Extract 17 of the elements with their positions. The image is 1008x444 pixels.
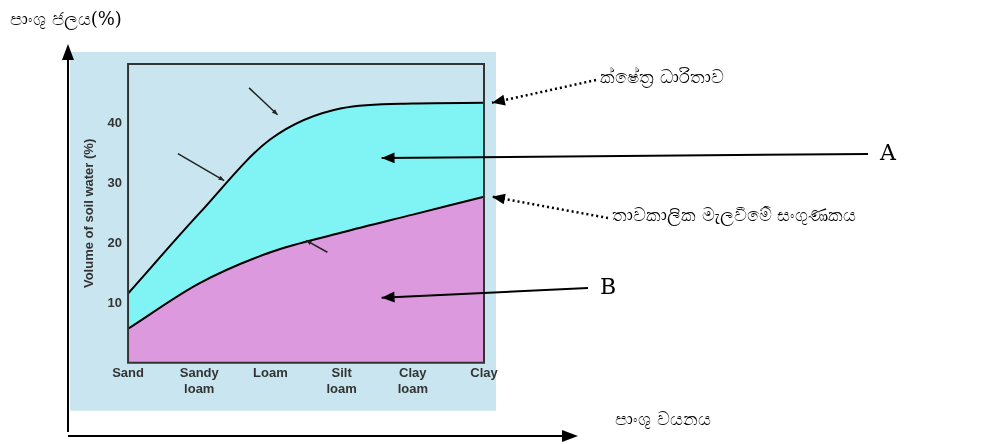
text: ක්ෂේත්‍ර ධාරිතාව — [600, 66, 724, 88]
text: B — [600, 274, 617, 299]
text: A — [880, 140, 896, 165]
x-tick-label: Loam — [253, 365, 288, 381]
x-tick-label: Sandy loam — [179, 365, 220, 396]
text: පාංශු ජලය(%) — [10, 8, 122, 30]
y-tick-label: 10 — [107, 294, 123, 310]
y-tick-label: 20 — [107, 234, 123, 250]
text: තාවකාලික මැලවීමේ සංගුණකය — [612, 204, 857, 226]
text: පාංශු වයනය — [615, 408, 711, 430]
y-axis-title: Volume of soil water (%) — [81, 138, 97, 289]
x-tick-label: Clay — [470, 365, 499, 381]
y-tick-label: 40 — [107, 115, 123, 131]
y-tick-label: 30 — [107, 175, 123, 191]
x-tick-label: Silt loam — [326, 365, 357, 396]
x-tick-label: Sand — [112, 365, 144, 381]
x-tick-label: Clay loam — [397, 365, 428, 396]
